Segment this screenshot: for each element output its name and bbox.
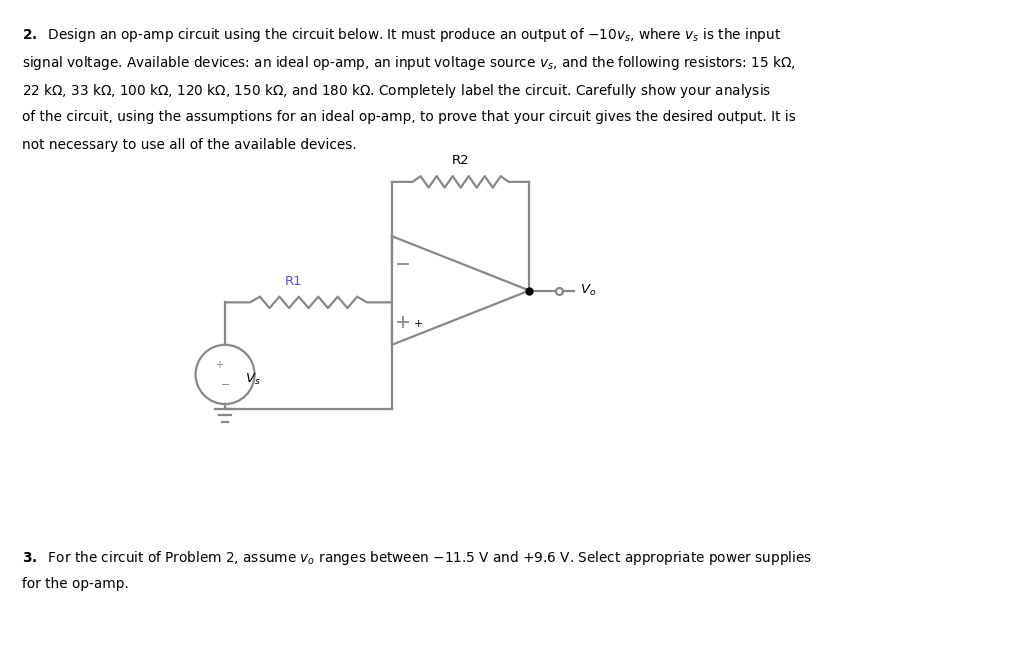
Text: $V_o$: $V_o$ [581, 283, 597, 298]
Text: $\mathbf{3.}$  For the circuit of Problem 2, assume $v_o$ ranges between $-$11.5: $\mathbf{3.}$ For the circuit of Problem… [22, 549, 812, 567]
Text: of the circuit, using the assumptions for an ideal op-amp, to prove that your ci: of the circuit, using the assumptions fo… [22, 110, 796, 124]
Text: $V_s$: $V_s$ [245, 372, 260, 387]
Text: R1: R1 [285, 275, 302, 288]
Text: 22 k$\Omega$, 33 k$\Omega$, 100 k$\Omega$, 120 k$\Omega$, 150 k$\Omega$, and 180: 22 k$\Omega$, 33 k$\Omega$, 100 k$\Omega… [22, 82, 771, 100]
Text: for the op-amp.: for the op-amp. [22, 578, 129, 591]
Text: not necessary to use all of the available devices.: not necessary to use all of the availabl… [22, 139, 356, 152]
Text: −: − [220, 380, 229, 390]
Text: signal voltage. Available devices: an ideal op-amp, an input voltage source $v_s: signal voltage. Available devices: an id… [22, 54, 796, 72]
Text: $\mathbf{2.}$  Design an op-amp circuit using the circuit below. It must produce: $\mathbf{2.}$ Design an op-amp circuit u… [22, 26, 781, 44]
Text: +: + [215, 360, 223, 370]
Text: R2: R2 [452, 154, 469, 167]
Text: +: + [414, 319, 423, 329]
